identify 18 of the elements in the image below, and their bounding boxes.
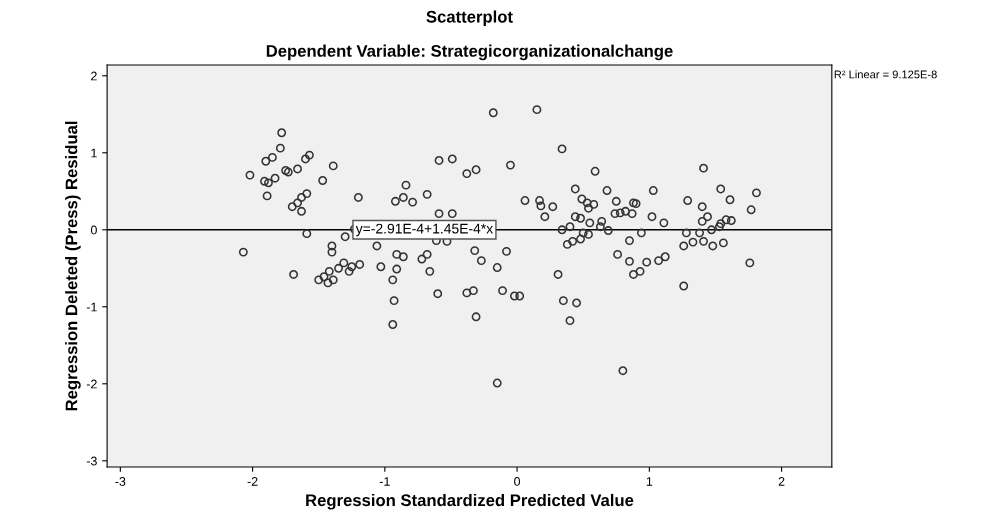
x-tick-label: 1: [646, 477, 653, 486]
y-tick-label: -1: [86, 302, 97, 312]
text: R² Linear = 9.125E-8: [834, 70, 937, 79]
chart-subtitle: Dependent Variable: Strategicorganizationalchange: [266, 44, 673, 61]
annotation: y=-2.91E-4+1.45E-4*x: [355, 223, 494, 237]
x-tick-label: 0: [514, 477, 521, 486]
x-tick-label: -3: [115, 477, 126, 486]
y-tick-label: -3: [86, 456, 97, 466]
y-tick-label: -2: [86, 379, 97, 389]
x-tick-label: -2: [247, 477, 258, 486]
y-tick-label: 1: [91, 148, 97, 158]
y-axis-title: Regression Deleted (Press) Residual: [65, 121, 81, 411]
y-tick-label: 2: [91, 71, 97, 81]
chart-title: Scatterplot: [426, 10, 513, 26]
y-tick-label: 0: [90, 225, 97, 235]
x-tick-label: 2: [778, 477, 785, 486]
x-tick-label: -1: [379, 477, 390, 486]
x-axis-title: Regression Standardized Predicted Value: [306, 493, 634, 510]
